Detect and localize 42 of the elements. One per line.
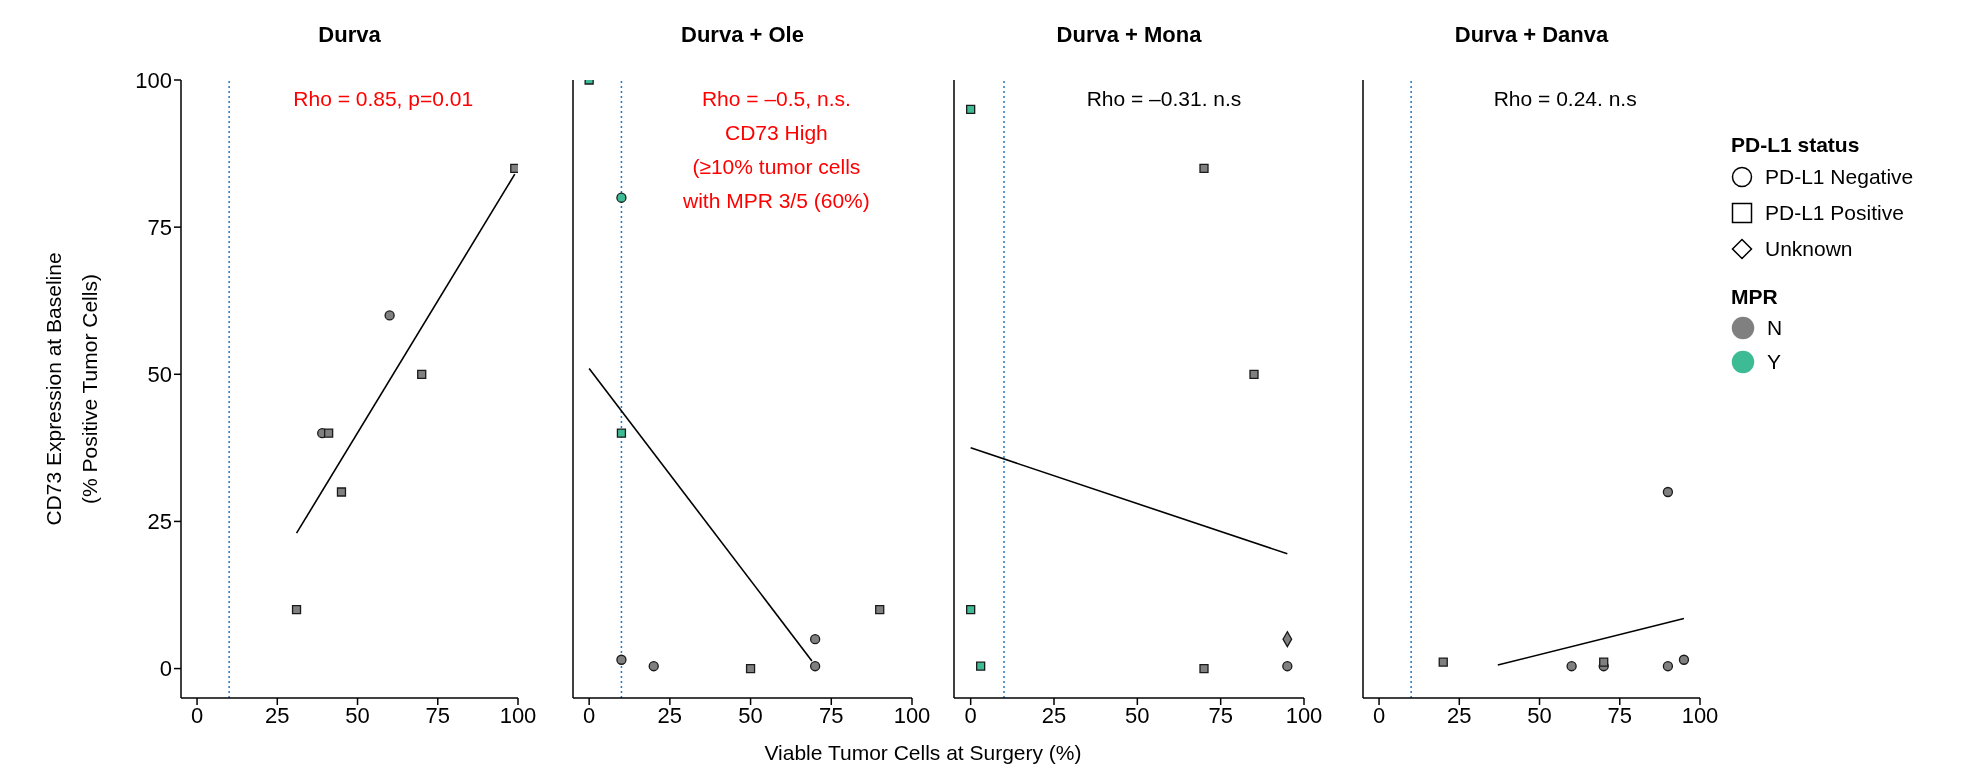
legend-label: Unknown bbox=[1765, 237, 1853, 261]
y-tick-label: 50 bbox=[147, 362, 172, 388]
x-tick-label: 25 bbox=[1447, 702, 1472, 728]
x-tick-label: 0 bbox=[190, 702, 204, 728]
x-tick-label: 0 bbox=[964, 702, 977, 728]
y-tick-label: 25 bbox=[147, 509, 172, 535]
x-tick-label: 75 bbox=[1208, 702, 1233, 728]
chart-title: Durva + Danva bbox=[1453, 22, 1610, 48]
x-axis-title: Viable Tumor Cells at Surgery (%) bbox=[763, 741, 1083, 765]
text: MPR bbox=[1731, 285, 1778, 308]
text: PD-L1 status bbox=[1731, 133, 1860, 156]
x-tick-label: 100 bbox=[1681, 702, 1719, 728]
text: PD-L1 Negative bbox=[1765, 165, 1914, 189]
chart-title: Durva bbox=[317, 22, 382, 48]
y-tick-label: 0 bbox=[159, 656, 172, 682]
y-tick-label: 100 bbox=[135, 67, 172, 93]
x-tick-label: 100 bbox=[499, 702, 537, 728]
x-tick-label: 50 bbox=[1125, 702, 1150, 728]
annotation: Rho = –0.31. n.s bbox=[1085, 86, 1243, 112]
x-tick-label: 0 bbox=[583, 702, 596, 728]
chart-title: Durva + Ole bbox=[680, 22, 805, 48]
x-tick-label: 75 bbox=[1607, 702, 1632, 728]
annotation: Rho = 0.24. n.s bbox=[1492, 86, 1638, 112]
y-axis-title: CD73 Expression at Baseline (% Positive Tumor Cells) bbox=[41, 251, 102, 528]
annotation: Rho = 0.85, p=0.01 bbox=[292, 86, 475, 112]
text: PD-L1 Positive bbox=[1765, 201, 1904, 225]
x-tick-label: 100 bbox=[893, 702, 931, 728]
x-tick-label: 50 bbox=[738, 702, 763, 728]
x-tick-label: 75 bbox=[819, 702, 844, 728]
x-tick-label: 0 bbox=[1372, 702, 1386, 728]
x-tick-label: 50 bbox=[345, 702, 370, 728]
x-tick-label: 25 bbox=[1041, 702, 1067, 728]
y-tick-label: 75 bbox=[147, 214, 172, 240]
annotation: Rho = –0.5, n.s. CD73 High (≥10% tumor cells with MPR 3/5 (60%) bbox=[682, 86, 871, 214]
x-tick-label: 50 bbox=[1527, 702, 1552, 728]
x-tick-label: 25 bbox=[657, 702, 683, 728]
x-tick-label: 75 bbox=[425, 702, 450, 728]
chart-title: Durva + Mona bbox=[1055, 22, 1203, 48]
x-tick-label: 100 bbox=[1285, 702, 1323, 728]
legend-label: Y bbox=[1767, 350, 1782, 374]
legend-label: N bbox=[1767, 316, 1783, 340]
x-tick-label: 25 bbox=[265, 702, 290, 728]
